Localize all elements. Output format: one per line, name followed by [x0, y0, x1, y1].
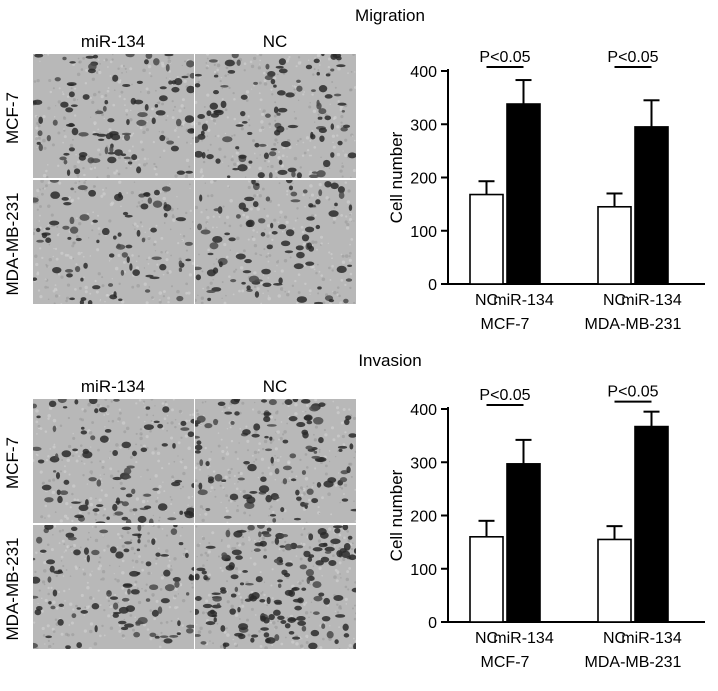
x-bar-label: NC [475, 630, 498, 647]
micrograph-texture [33, 180, 194, 304]
micrograph-texture [33, 54, 194, 178]
micrograph-mda-nc [195, 180, 356, 304]
micrograph-mda-mir134 [33, 525, 194, 649]
bar-mir134 [506, 463, 541, 623]
y-tick-label: 100 [410, 562, 437, 579]
y-axis-label: Cell number [387, 131, 406, 223]
micrograph-texture [195, 525, 356, 649]
micrograph-mcf7-mir134 [33, 54, 194, 178]
column-label-mir134: miR-134 [80, 377, 146, 396]
micrograph-mda-nc [195, 525, 356, 649]
micrograph-texture [33, 525, 194, 649]
column-label-nc: NC [262, 32, 288, 51]
column-label-nc: NC [262, 377, 288, 396]
x-bar-label: miR-134 [621, 630, 682, 647]
micrograph-mcf7-nc [195, 54, 356, 178]
invasion-bar-chart: Cell number0100200300400NCmiR-134MCF-7P<… [387, 384, 705, 671]
migration-panel: Migration miR-134 NC MCF-7 MDA-MB-231 Ce… [0, 0, 718, 345]
x-bar-label: miR-134 [493, 630, 554, 647]
x-bar-label: miR-134 [621, 292, 682, 309]
micrograph-mcf7-mir134 [33, 399, 194, 523]
x-group-label: MCF-7 [481, 316, 530, 333]
bar-nc [469, 536, 504, 623]
y-tick-label: 0 [428, 615, 437, 632]
bar-mir134 [634, 126, 669, 285]
significance-label: P<0.05 [607, 384, 658, 401]
y-tick-label: 0 [428, 277, 437, 294]
significance-label: P<0.05 [479, 387, 530, 404]
micrograph-texture [195, 399, 356, 523]
micrograph-texture [195, 54, 356, 178]
row-label-mcf7: MCF-7 [3, 92, 22, 144]
significance-label: P<0.05 [479, 49, 530, 66]
column-label-mir134: miR-134 [80, 32, 146, 51]
y-axis-label: Cell number [387, 469, 406, 561]
y-tick-label: 100 [410, 224, 437, 241]
micrograph-mcf7-nc [195, 399, 356, 523]
bar-mir134 [634, 425, 669, 623]
x-bar-label: NC [603, 292, 626, 309]
micrograph-mda-mir134 [33, 180, 194, 304]
panel-title: Migration [355, 6, 425, 25]
x-group-label: MDA-MB-231 [585, 654, 682, 671]
significance-label: P<0.05 [607, 49, 658, 66]
x-bar-label: NC [475, 292, 498, 309]
invasion-panel: Invasion miR-134 NC MCF-7 MDA-MB-231 Cel… [0, 345, 718, 691]
y-tick-label: 300 [410, 455, 437, 472]
bar-mir134 [506, 103, 541, 285]
migration-bar-chart: Cell number0100200300400NCmiR-134MCF-7P<… [387, 49, 705, 333]
y-tick-label: 400 [410, 402, 437, 419]
y-tick-label: 200 [410, 171, 437, 188]
x-group-label: MDA-MB-231 [585, 316, 682, 333]
bar-nc [469, 193, 504, 285]
y-tick-label: 200 [410, 509, 437, 526]
bar-nc [597, 538, 632, 623]
row-label-mda-mb-231: MDA-MB-231 [3, 192, 22, 296]
micrograph-texture [33, 399, 194, 523]
panel-title: Invasion [358, 351, 422, 370]
x-bar-label: miR-134 [493, 292, 554, 309]
x-group-label: MCF-7 [481, 654, 530, 671]
x-bar-label: NC [603, 630, 626, 647]
row-label-mcf7: MCF-7 [3, 437, 22, 489]
micrograph-texture [195, 180, 356, 304]
y-tick-label: 400 [410, 64, 437, 81]
row-label-mda-mb-231: MDA-MB-231 [3, 537, 22, 641]
y-tick-label: 300 [410, 117, 437, 134]
bar-nc [597, 205, 632, 285]
